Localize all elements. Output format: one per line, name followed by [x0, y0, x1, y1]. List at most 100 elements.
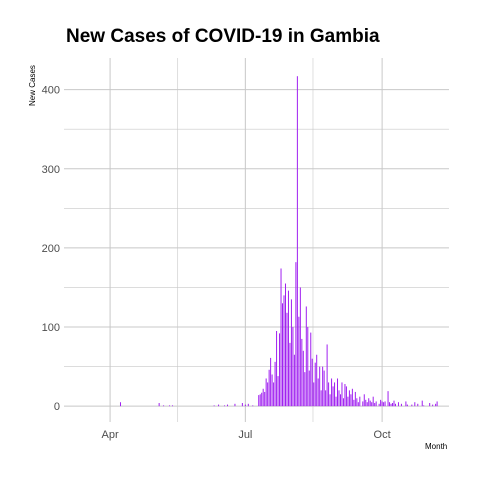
- bar: [406, 404, 408, 407]
- bar: [387, 391, 389, 407]
- bar: [308, 370, 310, 407]
- bar: [283, 295, 285, 407]
- bar: [335, 396, 337, 407]
- y-tick-label: 100: [42, 322, 60, 334]
- bar: [119, 402, 121, 407]
- bar: [423, 405, 425, 407]
- bar: [371, 402, 373, 407]
- bar: [286, 312, 288, 407]
- bar: [322, 366, 324, 407]
- bar: [329, 394, 331, 407]
- bar: [169, 405, 171, 407]
- bar: [421, 400, 423, 407]
- bar: [353, 399, 355, 407]
- bar: [345, 386, 347, 407]
- bar: [267, 382, 269, 407]
- bar: [319, 366, 321, 407]
- bar: [268, 369, 270, 407]
- bar: [279, 333, 281, 407]
- y-tick-label: 400: [42, 85, 60, 97]
- bar: [325, 390, 327, 407]
- bar: [436, 401, 438, 407]
- y-tick-label: 200: [42, 243, 60, 255]
- x-tick-label: Jul: [238, 429, 252, 441]
- bar: [241, 403, 243, 407]
- bar: [365, 399, 367, 407]
- bar: [400, 403, 402, 407]
- bar: [298, 316, 300, 407]
- bar: [356, 398, 358, 407]
- bar: [301, 338, 303, 407]
- bar: [277, 376, 279, 407]
- bar: [357, 402, 359, 407]
- bar: [271, 374, 273, 407]
- bar: [304, 372, 306, 407]
- bar: [280, 268, 282, 407]
- bar: [270, 357, 272, 407]
- bar: [380, 399, 382, 407]
- bar: [310, 332, 312, 407]
- bar: [163, 405, 165, 407]
- bar: [213, 405, 215, 407]
- bar: [292, 327, 294, 407]
- bar: [390, 403, 392, 407]
- bar: [302, 350, 304, 407]
- bar: [252, 405, 254, 407]
- bar: [411, 404, 413, 407]
- bar: [338, 390, 340, 407]
- bar: [374, 403, 376, 407]
- bar: [392, 403, 394, 407]
- y-tick-label: 300: [42, 164, 60, 176]
- bar: [405, 401, 407, 407]
- bar: [307, 327, 309, 407]
- bar: [429, 403, 431, 407]
- bar: [290, 299, 292, 407]
- chart-title: New Cases of COVID-19 in Gambia: [66, 26, 380, 47]
- bar: [368, 398, 370, 407]
- bar: [432, 404, 434, 407]
- bar: [384, 401, 386, 407]
- bar: [265, 378, 267, 407]
- bar: [359, 396, 361, 407]
- bar: [273, 382, 275, 407]
- bar: [276, 331, 278, 407]
- bar: [320, 390, 322, 407]
- bar: [347, 396, 349, 407]
- bar: [389, 402, 391, 407]
- bar: [323, 370, 325, 407]
- bar: [262, 388, 264, 407]
- bar: [259, 394, 261, 407]
- bar: [341, 382, 343, 407]
- bar: [381, 401, 383, 407]
- x-tick-label: Oct: [374, 429, 391, 441]
- bar: [366, 402, 368, 407]
- grid-lines: [64, 58, 449, 422]
- bar: [326, 344, 328, 407]
- bar: [158, 403, 160, 407]
- bar: [314, 362, 316, 407]
- bar: [289, 342, 291, 407]
- bar: [435, 403, 437, 407]
- x-tick-label: Apr: [102, 429, 119, 441]
- bar: [299, 287, 301, 407]
- bar: [218, 404, 220, 407]
- bar: [350, 394, 352, 407]
- bar: [317, 378, 319, 407]
- bar: [313, 382, 315, 407]
- bar: [348, 390, 350, 407]
- bar: [282, 303, 284, 407]
- bar: [342, 398, 344, 407]
- bar: [351, 388, 353, 407]
- bar: [344, 384, 346, 407]
- bar-series: [119, 76, 438, 407]
- bar: [258, 395, 260, 407]
- bar: [339, 394, 341, 407]
- bar: [274, 361, 276, 407]
- bar: [394, 403, 396, 407]
- x-axis-label: Month: [425, 442, 448, 451]
- bar: [244, 404, 246, 407]
- bar: [337, 378, 339, 407]
- bar: [264, 391, 266, 407]
- bar: [417, 403, 419, 407]
